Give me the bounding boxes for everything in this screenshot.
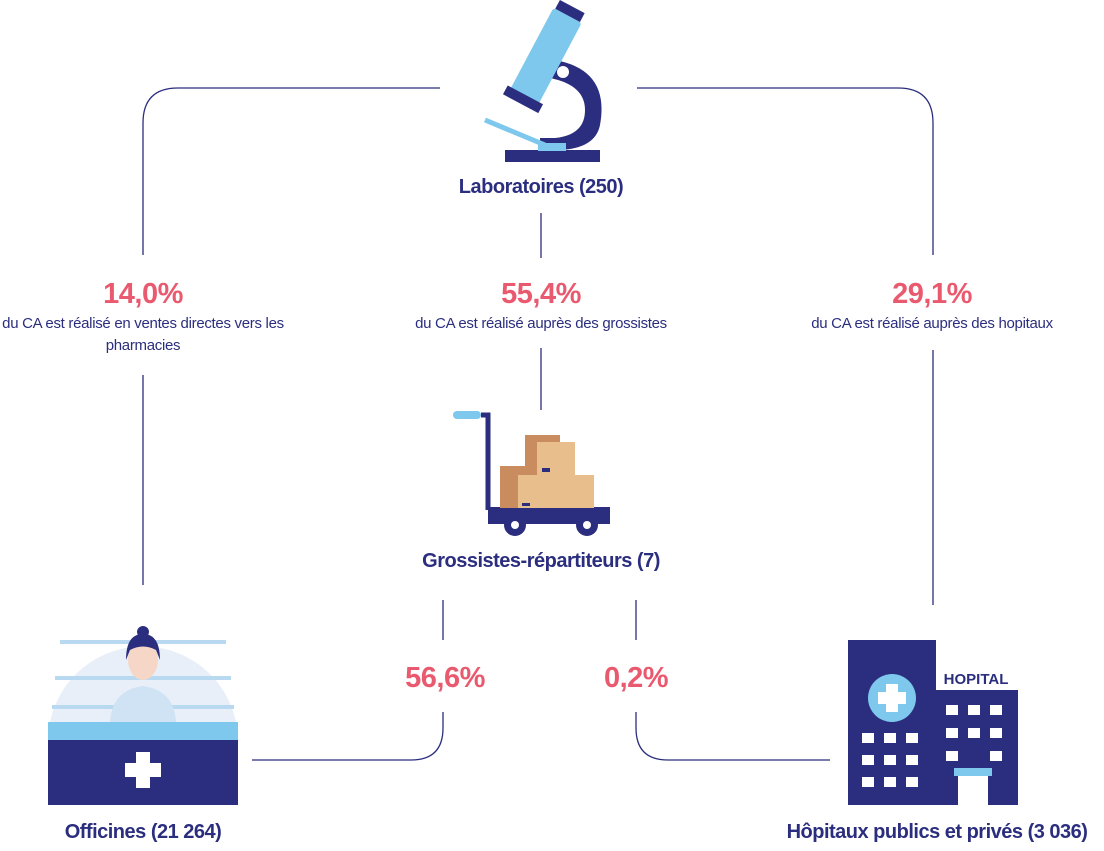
cart-icon (453, 411, 610, 536)
flow-share: 14,0% (103, 278, 183, 311)
hospital-icon: HOPITAL (848, 640, 1018, 805)
node-label: Laboratoires (250) (459, 176, 623, 199)
flow-share: 56,6% (405, 662, 485, 695)
diagram: HOPITAL Laboratoires (250) Grossistes-ré… (0, 0, 1104, 851)
node-label: Grossistes-répartiteurs (7) (422, 550, 660, 573)
flow-description: du CA est réalisé auprès des hopitaux (811, 313, 1053, 335)
flow-share: 29,1% (892, 278, 972, 311)
node-label: Officines (21 264) (65, 821, 222, 844)
hospital-sign: HOPITAL (944, 671, 1009, 688)
flow-description: du CA est réalisé auprès des grossistes (415, 313, 667, 335)
node-label: Hôpitaux publics et privés (3 036) (787, 821, 1088, 844)
diagram-graphics: HOPITAL (0, 0, 1104, 851)
flow-description: du CA est réalisé en ventes directes ver… (0, 313, 288, 357)
connector (143, 88, 440, 255)
flow-share: 0,2% (604, 662, 668, 695)
pharmacy-icon (48, 626, 238, 805)
connector (637, 88, 933, 255)
flow-share: 55,4% (501, 278, 581, 311)
microscope-icon (485, 0, 602, 162)
